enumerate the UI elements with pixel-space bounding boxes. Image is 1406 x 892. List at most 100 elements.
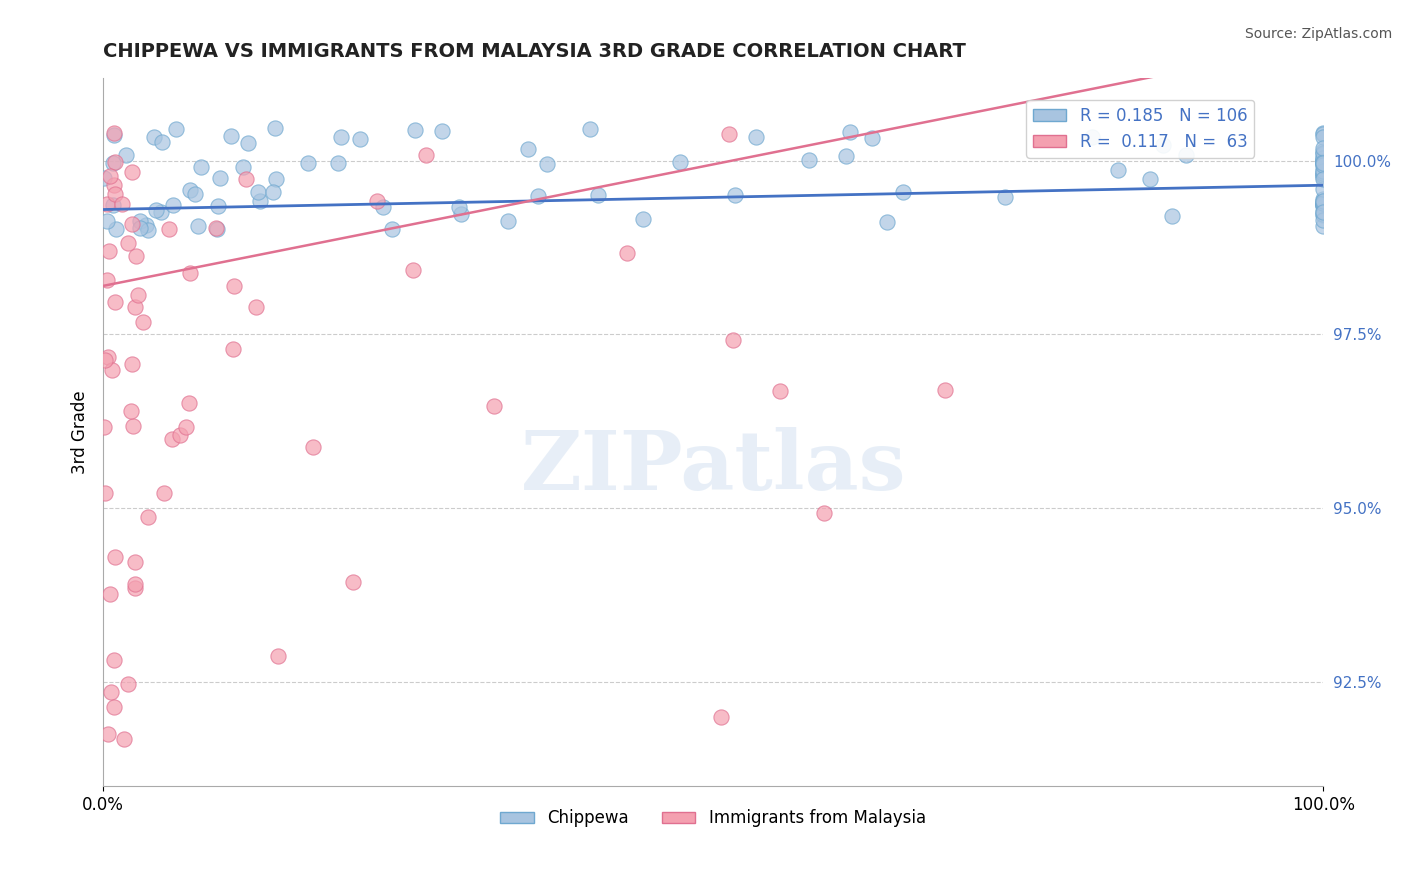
Chippewa bbox=[1312, 166, 1334, 180]
Immigrants from Malaysia bbox=[235, 172, 257, 186]
Chippewa bbox=[207, 221, 229, 235]
Immigrants from Malaysia bbox=[415, 147, 437, 161]
Chippewa bbox=[669, 155, 692, 169]
Chippewa bbox=[264, 172, 287, 186]
Chippewa bbox=[190, 160, 212, 174]
Immigrants from Malaysia bbox=[103, 295, 125, 310]
Chippewa bbox=[1312, 151, 1334, 165]
Chippewa bbox=[1312, 152, 1334, 166]
Chippewa bbox=[1312, 154, 1334, 169]
Immigrants from Malaysia bbox=[100, 363, 122, 377]
Immigrants from Malaysia bbox=[721, 333, 744, 347]
Immigrants from Malaysia bbox=[221, 342, 243, 356]
Chippewa bbox=[1312, 203, 1334, 218]
Chippewa bbox=[1312, 126, 1334, 140]
Immigrants from Malaysia bbox=[160, 432, 183, 446]
Chippewa bbox=[145, 202, 167, 217]
Chippewa bbox=[1312, 164, 1334, 178]
Chippewa bbox=[1312, 192, 1334, 206]
Chippewa bbox=[179, 183, 201, 197]
Chippewa bbox=[1312, 206, 1334, 220]
Immigrants from Malaysia bbox=[117, 677, 139, 691]
Chippewa bbox=[136, 223, 159, 237]
Chippewa bbox=[1312, 154, 1334, 169]
Chippewa bbox=[381, 221, 404, 235]
Immigrants from Malaysia bbox=[97, 350, 120, 364]
Chippewa bbox=[1312, 168, 1334, 182]
Chippewa bbox=[1312, 195, 1334, 210]
Chippewa bbox=[994, 190, 1017, 204]
Immigrants from Malaysia bbox=[121, 357, 143, 371]
Chippewa bbox=[1139, 171, 1161, 186]
Chippewa bbox=[1312, 129, 1334, 144]
Chippewa bbox=[1312, 158, 1334, 172]
Chippewa bbox=[371, 200, 394, 214]
Chippewa bbox=[264, 120, 287, 135]
Chippewa bbox=[1312, 147, 1334, 161]
Chippewa bbox=[326, 155, 349, 169]
Chippewa bbox=[1107, 163, 1129, 178]
Chippewa bbox=[128, 220, 150, 235]
Chippewa bbox=[1312, 127, 1334, 141]
Chippewa bbox=[498, 214, 520, 228]
Immigrants from Malaysia bbox=[104, 186, 127, 201]
Chippewa bbox=[162, 198, 184, 212]
Chippewa bbox=[150, 205, 173, 219]
Immigrants from Malaysia bbox=[98, 587, 121, 601]
Chippewa bbox=[839, 125, 862, 139]
Chippewa bbox=[578, 122, 600, 136]
Immigrants from Malaysia bbox=[96, 273, 118, 287]
Immigrants from Malaysia bbox=[717, 127, 740, 141]
Immigrants from Malaysia bbox=[224, 279, 246, 293]
Chippewa bbox=[1312, 172, 1334, 186]
Immigrants from Malaysia bbox=[124, 300, 146, 314]
Chippewa bbox=[1080, 129, 1102, 144]
Immigrants from Malaysia bbox=[97, 726, 120, 740]
Immigrants from Malaysia bbox=[103, 178, 125, 193]
Immigrants from Malaysia bbox=[484, 400, 506, 414]
Immigrants from Malaysia bbox=[121, 217, 143, 231]
Chippewa bbox=[860, 131, 883, 145]
Immigrants from Malaysia bbox=[616, 245, 638, 260]
Immigrants from Malaysia bbox=[103, 653, 125, 667]
Chippewa bbox=[586, 188, 609, 202]
Chippewa bbox=[165, 122, 187, 136]
Chippewa bbox=[262, 185, 284, 199]
Chippewa bbox=[1160, 209, 1182, 223]
Chippewa bbox=[1312, 182, 1334, 196]
Chippewa bbox=[1312, 194, 1334, 209]
Chippewa bbox=[1312, 219, 1334, 233]
Chippewa bbox=[1312, 205, 1334, 219]
Chippewa bbox=[1312, 169, 1334, 184]
Chippewa bbox=[724, 187, 747, 202]
Chippewa bbox=[1312, 161, 1334, 176]
Chippewa bbox=[101, 198, 124, 212]
Chippewa bbox=[105, 222, 128, 236]
Immigrants from Malaysia bbox=[174, 420, 197, 434]
Immigrants from Malaysia bbox=[366, 194, 388, 208]
Chippewa bbox=[103, 128, 125, 142]
Immigrants from Malaysia bbox=[169, 427, 191, 442]
Chippewa bbox=[1312, 157, 1334, 171]
Chippewa bbox=[1152, 138, 1174, 153]
Chippewa bbox=[142, 129, 165, 144]
Immigrants from Malaysia bbox=[100, 685, 122, 699]
Immigrants from Malaysia bbox=[94, 486, 117, 500]
Chippewa bbox=[1312, 145, 1334, 160]
Chippewa bbox=[1312, 165, 1334, 179]
Chippewa bbox=[1312, 208, 1334, 222]
Text: ZIPatlas: ZIPatlas bbox=[520, 427, 905, 507]
Immigrants from Malaysia bbox=[132, 315, 155, 329]
Chippewa bbox=[834, 149, 856, 163]
Immigrants from Malaysia bbox=[104, 154, 127, 169]
Immigrants from Malaysia bbox=[103, 126, 125, 140]
Immigrants from Malaysia bbox=[94, 353, 117, 368]
Chippewa bbox=[447, 200, 470, 214]
Chippewa bbox=[247, 185, 270, 199]
Immigrants from Malaysia bbox=[769, 384, 792, 398]
Text: CHIPPEWA VS IMMIGRANTS FROM MALAYSIA 3RD GRADE CORRELATION CHART: CHIPPEWA VS IMMIGRANTS FROM MALAYSIA 3RD… bbox=[103, 42, 966, 61]
Immigrants from Malaysia bbox=[124, 581, 146, 595]
Text: Source: ZipAtlas.com: Source: ZipAtlas.com bbox=[1244, 27, 1392, 41]
Immigrants from Malaysia bbox=[127, 288, 149, 302]
Chippewa bbox=[745, 129, 768, 144]
